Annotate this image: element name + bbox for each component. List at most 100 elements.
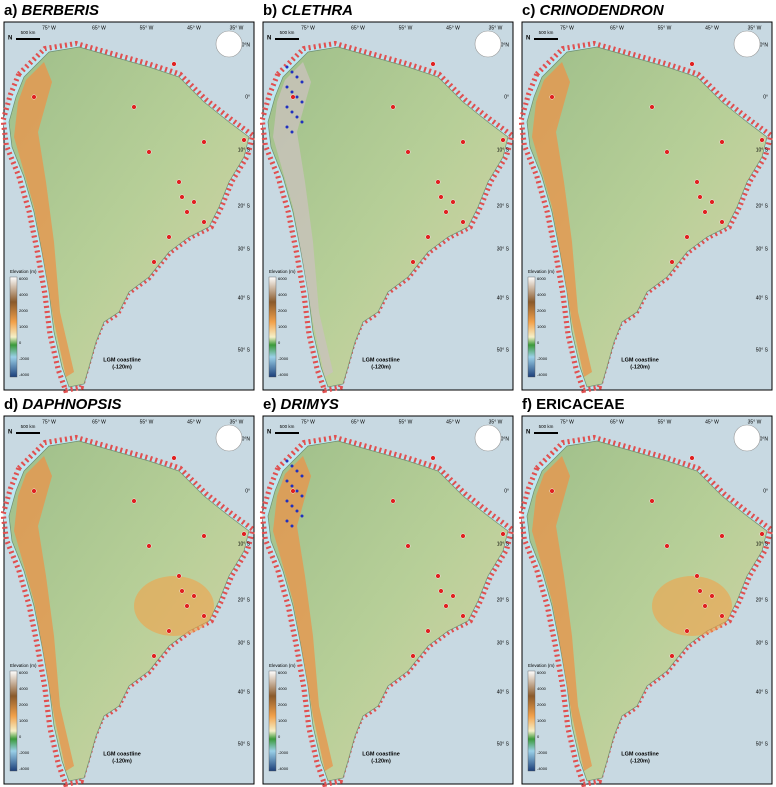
longitude-label: 75° W <box>42 25 56 31</box>
legend-bar <box>527 670 536 772</box>
legend-tick: 4000 <box>537 686 547 691</box>
legend-bar <box>268 670 277 772</box>
north-arrow: N <box>526 36 530 42</box>
site-marker <box>191 199 197 205</box>
andes <box>273 62 333 377</box>
occurrence-point <box>300 120 304 124</box>
legend-tick: 0 <box>278 734 281 739</box>
site-marker <box>425 234 431 240</box>
site-marker <box>171 455 177 461</box>
legend-tick: 6000 <box>278 670 288 675</box>
site-marker <box>684 628 690 634</box>
panel-name: DRIMYS <box>281 396 339 413</box>
site-marker <box>290 488 296 494</box>
longitude-label: 65° W <box>351 25 365 31</box>
site-marker <box>549 94 555 100</box>
legend-tick: 0 <box>278 340 281 345</box>
occurrence-point <box>285 519 289 523</box>
continent <box>8 46 250 388</box>
longitude-label: 45° W <box>187 25 201 31</box>
legend-tick: -4000 <box>278 766 289 771</box>
legend-tick: -2000 <box>537 750 548 755</box>
occurrence-point <box>290 504 294 508</box>
latitude-label: 30° S <box>238 640 251 646</box>
site-marker <box>390 104 396 110</box>
site-marker <box>241 531 247 537</box>
occurrence-point <box>295 115 299 119</box>
map-panel: e) DRIMYS 75° W 65° W 55° W 45° W 35° W 10°N 0°… <box>259 396 515 787</box>
occurrence-point <box>300 494 304 498</box>
site-marker <box>709 593 715 599</box>
site-marker <box>697 588 703 594</box>
longitude-label: 35° W <box>489 25 503 31</box>
longitude-label: 55° W <box>140 419 154 425</box>
legend-tick: -4000 <box>19 372 30 377</box>
site-marker <box>649 498 655 504</box>
continent <box>267 440 509 782</box>
longitude-label: 55° W <box>658 25 672 31</box>
legend-tick: -4000 <box>537 372 548 377</box>
legend-title: Elevation (m) <box>10 269 37 274</box>
site-marker <box>430 61 436 67</box>
map: 75° W 65° W 55° W 45° W 35° W 10°N 0° 10° S 20° … <box>518 415 774 787</box>
site-marker <box>31 94 37 100</box>
map: 75° W 65° W 55° W 45° W 35° W 10°N 0° 10° S 20° … <box>259 415 515 787</box>
latitude-label: 40° S <box>497 689 510 695</box>
longitude-label: 65° W <box>610 25 624 31</box>
continent <box>526 46 768 388</box>
longitude-label: 45° W <box>705 25 719 31</box>
longitude-label: 45° W <box>705 419 719 425</box>
site-marker <box>151 259 157 265</box>
occurrence-point <box>300 100 304 104</box>
distribution-area <box>134 576 214 636</box>
panel-title: c) CRINODENDRON <box>522 2 665 19</box>
site-marker <box>719 139 725 145</box>
site-marker <box>435 179 441 185</box>
legend-tick: 2000 <box>19 308 29 313</box>
site-marker <box>151 653 157 659</box>
site-marker <box>166 628 172 634</box>
legend-tick: 0 <box>19 734 22 739</box>
site-marker <box>131 104 137 110</box>
longitude-label: 55° W <box>140 25 154 31</box>
site-marker <box>443 603 449 609</box>
panel-name: ERICACEAE <box>536 396 624 413</box>
occurrence-point <box>295 469 299 473</box>
andes <box>532 62 592 377</box>
globe-inset <box>215 424 243 452</box>
latitude-label: 0° <box>504 488 509 494</box>
site-marker <box>146 149 152 155</box>
latitude-label: 0° <box>763 488 768 494</box>
latitude-label: 20° S <box>238 597 251 603</box>
latitude-label: 10° S <box>497 541 510 547</box>
continent <box>526 440 768 782</box>
coastline-label: (-120m) <box>112 364 132 370</box>
panel-name: CLETHRA <box>281 2 353 19</box>
longitude-label: 35° W <box>748 419 762 425</box>
site-marker <box>500 137 506 143</box>
occurrence-point <box>285 459 289 463</box>
site-marker <box>146 543 152 549</box>
latitude-label: 40° S <box>238 295 251 301</box>
longitude-label: 75° W <box>301 419 315 425</box>
latitude-label: 50° S <box>756 741 769 747</box>
latitude-label: 10°N <box>757 42 769 48</box>
occurrence-point <box>290 524 294 528</box>
occurrence-point <box>295 509 299 513</box>
occurrence-point <box>285 499 289 503</box>
legend-tick: -2000 <box>537 356 548 361</box>
latitude-label: 10° S <box>756 541 769 547</box>
longitude-label: 35° W <box>230 419 244 425</box>
panel-letter: d) <box>4 396 18 413</box>
site-marker <box>460 219 466 225</box>
latitude-label: 20° S <box>497 597 510 603</box>
panel-title: e) DRIMYS <box>263 396 339 413</box>
latitude-label: 10°N <box>239 436 251 442</box>
latitude-label: 50° S <box>756 347 769 353</box>
site-marker <box>184 209 190 215</box>
site-marker <box>719 533 725 539</box>
scale-bar <box>275 38 299 40</box>
map-panel: d) DAPHNOPSIS 75° W 65° W 55° W 45° W 35° W 10… <box>0 396 256 787</box>
scale-label: 500 km <box>21 424 36 429</box>
longitude-label: 45° W <box>446 419 460 425</box>
